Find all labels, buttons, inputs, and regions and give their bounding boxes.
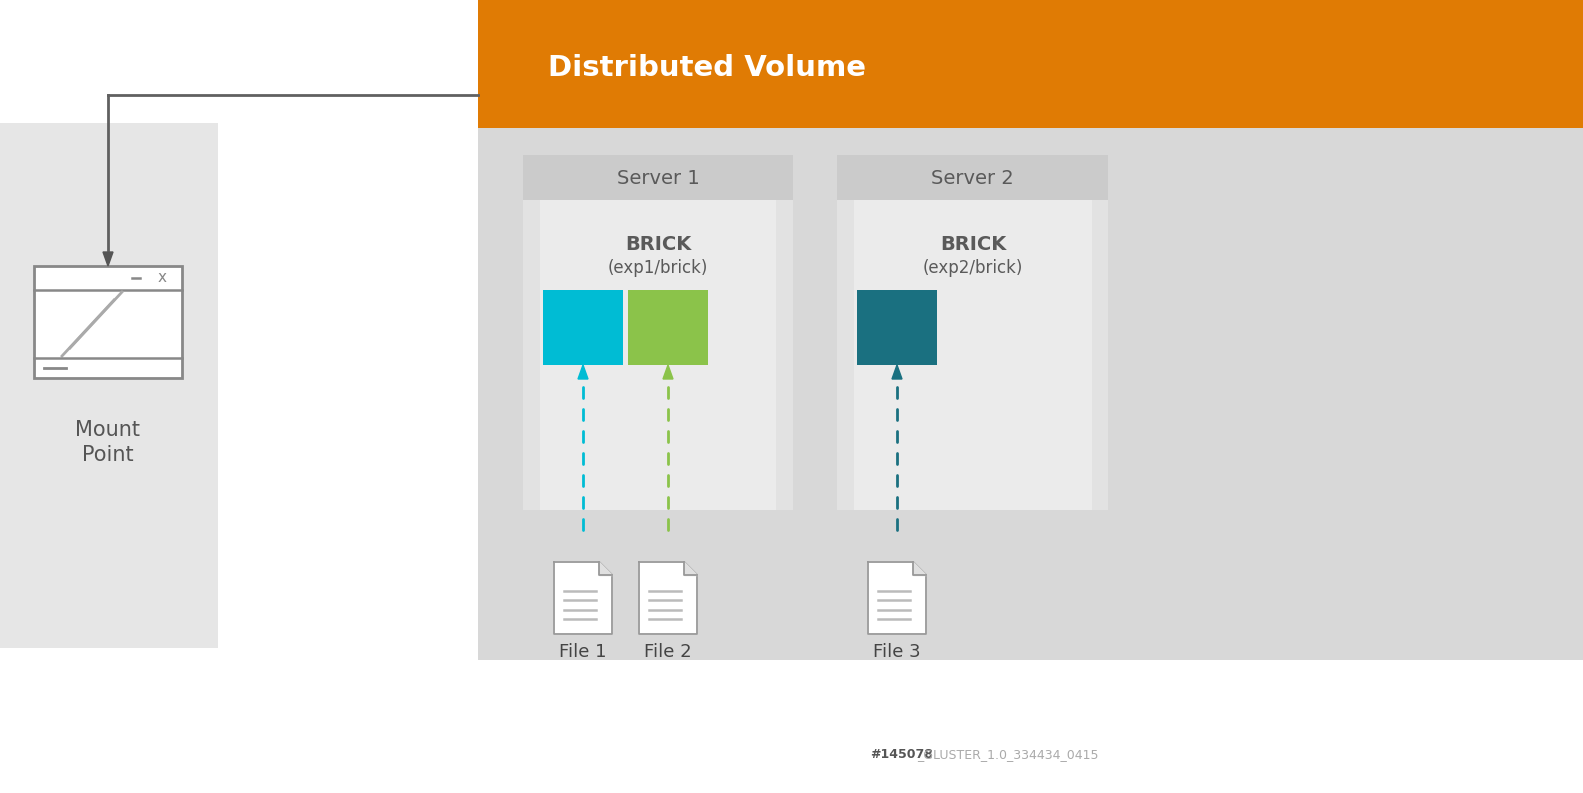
- Text: File 2: File 2: [644, 643, 692, 661]
- Text: BRICK: BRICK: [625, 236, 692, 255]
- Bar: [522, 155, 793, 200]
- Bar: [853, 200, 1092, 510]
- Text: (exp1/brick): (exp1/brick): [608, 259, 708, 277]
- Bar: [837, 155, 1108, 200]
- Bar: [478, 0, 1583, 128]
- Text: #145078: #145078: [871, 749, 932, 761]
- Text: Server 2: Server 2: [931, 168, 1013, 187]
- Bar: [628, 290, 708, 365]
- Text: BRICK: BRICK: [940, 236, 1007, 255]
- Text: Server 1: Server 1: [617, 168, 700, 187]
- Polygon shape: [913, 562, 926, 575]
- Text: x: x: [157, 270, 166, 285]
- Polygon shape: [578, 365, 587, 379]
- Polygon shape: [103, 252, 112, 266]
- Polygon shape: [600, 562, 613, 575]
- Polygon shape: [554, 562, 613, 634]
- Bar: [837, 155, 1108, 510]
- Polygon shape: [684, 562, 697, 575]
- Bar: [540, 200, 776, 510]
- Bar: [478, 128, 1583, 660]
- Polygon shape: [640, 562, 697, 634]
- Text: Distributed Volume: Distributed Volume: [548, 54, 866, 82]
- Text: File 1: File 1: [559, 643, 606, 661]
- Bar: [543, 290, 624, 365]
- Text: File 3: File 3: [874, 643, 921, 661]
- Polygon shape: [663, 365, 673, 379]
- Bar: [33, 266, 182, 378]
- Text: (exp2/brick): (exp2/brick): [923, 259, 1023, 277]
- Text: _GLUSTER_1.0_334434_0415: _GLUSTER_1.0_334434_0415: [917, 749, 1099, 761]
- Polygon shape: [891, 365, 902, 379]
- Bar: [0, 123, 218, 648]
- Polygon shape: [867, 562, 926, 634]
- Bar: [856, 290, 937, 365]
- Bar: [522, 155, 793, 510]
- Text: Mount: Mount: [76, 420, 141, 440]
- Text: Point: Point: [82, 445, 135, 465]
